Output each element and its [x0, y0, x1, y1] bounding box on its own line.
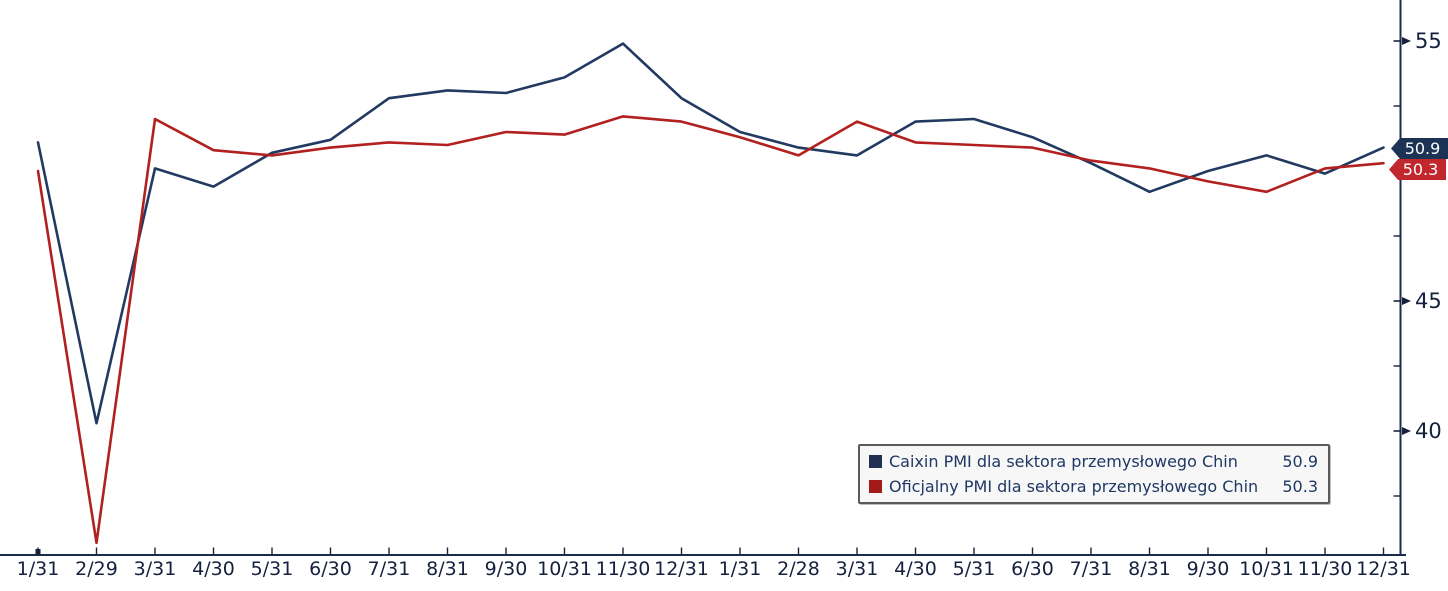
x-tick-label: 4/30 [192, 558, 235, 580]
x-tick-label: 9/30 [484, 558, 528, 580]
x-tick-label: 3/31 [835, 558, 879, 580]
official-series-swatch-icon [869, 480, 882, 493]
x-tick-label: 10/31 [537, 558, 592, 580]
legend-item-official: Oficjalny PMI dla sektora przemysłowego … [869, 475, 1318, 498]
x-tick-label: 2/28 [777, 558, 820, 580]
x-tick-label: 1/31 [718, 558, 762, 580]
x-tick-label: 9/30 [1186, 558, 1230, 580]
x-tick-label: 3/31 [133, 558, 177, 580]
x-tick-label: 10/31 [1239, 558, 1294, 580]
x-tick-label: 5/31 [250, 558, 294, 580]
x-tick-label: 12/31 [1356, 558, 1411, 580]
x-tick-label: 11/30 [595, 558, 651, 580]
x-tick-label: 5/31 [952, 558, 996, 580]
x-tick-label: 7/31 [1069, 558, 1113, 580]
legend: Caixin PMI dla sektora przemysłowego Chi… [858, 444, 1330, 504]
x-tick-label: 6/30 [1011, 558, 1054, 580]
legend-label-official: Oficjalny PMI dla sektora przemysłowego … [889, 477, 1259, 496]
caixin-last-value-tag: 50.9 [1391, 138, 1448, 159]
x-tick-label: 8/31 [426, 558, 469, 580]
official-last-value-tag: 50.3 [1389, 159, 1446, 180]
y-tick-label: 40 [1415, 419, 1442, 443]
y-tick-label: 55 [1415, 29, 1442, 53]
caixin-last-value: 50.9 [1404, 139, 1441, 158]
legend-value-official: 50.3 [1282, 477, 1318, 496]
x-tick-label: 1/31 [16, 558, 60, 580]
official-last-value: 50.3 [1402, 160, 1439, 179]
x-tick-label: 12/31 [654, 558, 709, 580]
x-tick-label: 2/29 [75, 558, 118, 580]
x-tick-label: 11/30 [1297, 558, 1353, 580]
legend-value-caixin: 50.9 [1282, 452, 1318, 471]
x-tick-label: 6/30 [309, 558, 352, 580]
x-tick-label: 4/30 [894, 558, 937, 580]
legend-item-caixin: Caixin PMI dla sektora przemysłowego Chi… [869, 450, 1318, 473]
x-tick-label: 8/31 [1128, 558, 1171, 580]
x-tick-label: 7/31 [367, 558, 411, 580]
y-tick-label: 45 [1415, 289, 1442, 313]
legend-label-caixin: Caixin PMI dla sektora przemysłowego Chi… [889, 452, 1238, 471]
caixin-series-swatch-icon [869, 455, 882, 468]
